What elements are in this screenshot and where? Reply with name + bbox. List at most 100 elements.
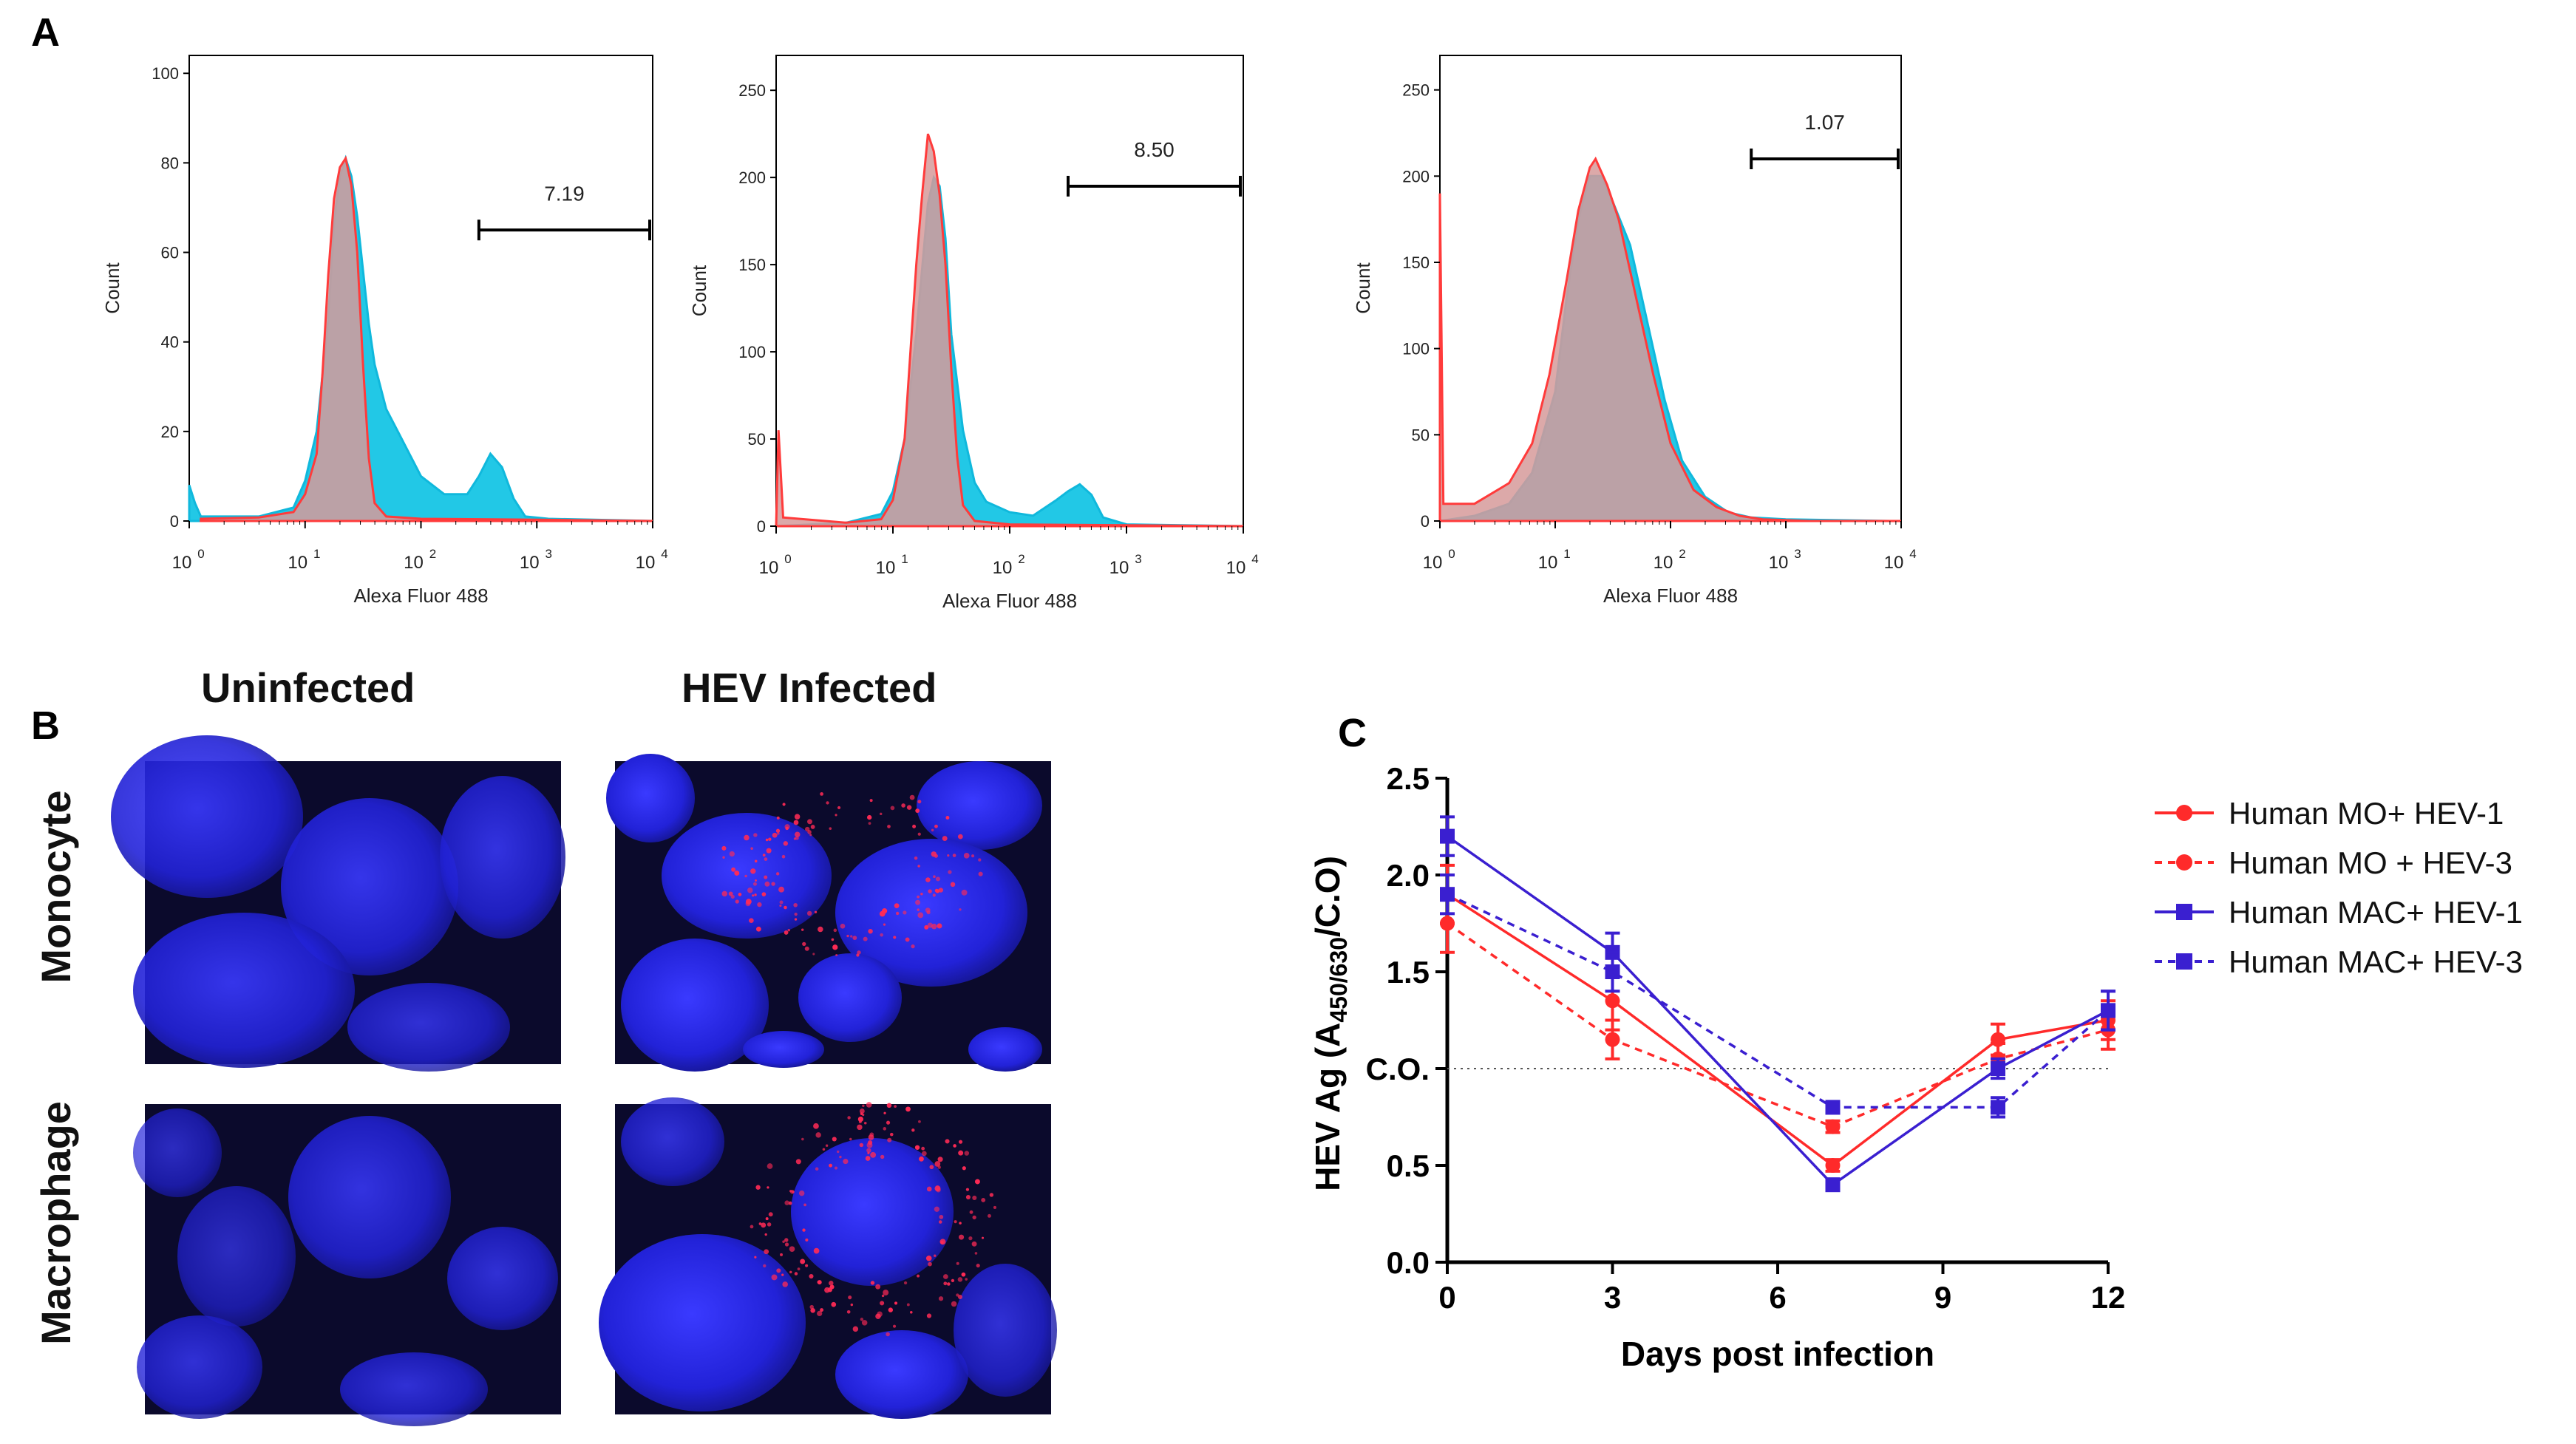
hev-dot (784, 905, 787, 910)
hev-dot (850, 935, 853, 938)
hev-dot (917, 800, 922, 804)
y-tick-label: 1.5 (1387, 955, 1430, 990)
hev-dot (895, 911, 900, 916)
x-tick-label: 10 (172, 553, 192, 573)
hev-dot (778, 886, 784, 893)
hev-dot (978, 871, 983, 876)
hev-dot (914, 856, 918, 860)
y-tick-label: 2.5 (1387, 761, 1430, 796)
hev-dot (721, 845, 727, 851)
x-tick-exponent: 4 (1251, 552, 1258, 566)
hev-dot (981, 1198, 986, 1202)
y-axis-label: HEV Ag (A450/630/C.O) (1308, 856, 1352, 1191)
hev-dot (764, 857, 768, 861)
x-tick-exponent: 1 (313, 547, 320, 561)
hev-dot (772, 832, 778, 838)
hev-dot (834, 1166, 838, 1170)
hev-dot (784, 1238, 789, 1242)
hev-dot (820, 792, 823, 796)
hev-dot (850, 1303, 854, 1307)
row-label-monocyte: Monocyte (33, 790, 79, 983)
chart-series (1440, 815, 2115, 1193)
hev-dot (921, 1151, 927, 1157)
series-4 (1440, 873, 2115, 1119)
hev-dot (911, 1128, 915, 1132)
hev-dot (771, 882, 775, 886)
hev-dot (981, 1236, 985, 1239)
hev-dot (852, 1326, 859, 1332)
hev-dot (965, 1278, 968, 1281)
hev-dot (938, 888, 944, 893)
micrograph-panel: Uninfected HEV Infected Monocyte Macroph… (33, 664, 1057, 1426)
hev-dot (806, 910, 812, 916)
hev-dot (822, 1148, 826, 1151)
col-label-hev-infected: HEV Infected (682, 664, 937, 711)
series-2 (1440, 893, 2115, 1134)
hev-dot (765, 1217, 769, 1221)
hev-dot (938, 1220, 942, 1224)
y-tick-label: 0.0 (1387, 1245, 1430, 1280)
x-tick-exponent: 3 (1794, 547, 1801, 561)
hev-dot (829, 1163, 832, 1168)
hev-dot (927, 922, 933, 928)
y-tick-label: 50 (748, 430, 766, 449)
y-tick-label: 0 (757, 517, 766, 536)
hev-dot (956, 1261, 959, 1265)
hev-dot (859, 1142, 864, 1148)
panel-label-c: C (1338, 711, 1367, 755)
x-tick-exponent: 4 (1909, 547, 1916, 561)
hev-dot (812, 953, 815, 956)
hev-dot (957, 1294, 962, 1299)
hev-dot (993, 1205, 996, 1209)
hev-dot (818, 926, 823, 933)
hev-dot (745, 901, 751, 907)
hev-dot (810, 825, 815, 829)
series-line (1446, 922, 2109, 1128)
histogram-frame (775, 55, 1244, 527)
hev-dot (793, 820, 799, 825)
y-tick-label: 150 (1402, 253, 1430, 272)
hev-dot (837, 806, 841, 810)
hev-dot (777, 832, 780, 835)
hev-dot (764, 1249, 769, 1255)
hev-dot (947, 854, 950, 857)
hev-dot (750, 847, 753, 850)
hev-dot (784, 1200, 789, 1205)
hev-dot (744, 834, 750, 841)
hev-dot (825, 1144, 829, 1147)
hev-dot (937, 923, 942, 929)
x-tick-exponent: 0 (197, 547, 204, 561)
hev-dot (779, 900, 784, 905)
legend-label: Human MO + HEV-3 (2229, 845, 2512, 880)
chart-legend: Human MO+ HEV-1 Human MO + HEV-3 Human MAC… (2155, 796, 2523, 979)
hev-dot (925, 1255, 932, 1261)
hev-dot (917, 865, 920, 868)
hev-dot (870, 1151, 877, 1158)
hev-dot (952, 854, 956, 857)
histogram-frame (188, 55, 653, 522)
hev-dot (768, 837, 772, 841)
micrograph-uninfected-macrophage (133, 1104, 561, 1426)
series-3 (1440, 815, 2115, 1193)
hev-dot (940, 1240, 944, 1244)
hev-dot (890, 806, 895, 811)
row-label-macrophage: Macrophage (33, 1101, 79, 1345)
hev-dot (750, 868, 756, 874)
hev-dot (827, 1287, 832, 1293)
hev-dot (974, 1252, 978, 1255)
hev-dot (968, 1236, 973, 1241)
hev-dot (835, 814, 837, 817)
y-tick-label: 250 (1402, 81, 1430, 100)
hev-dot (817, 1310, 823, 1317)
hev-dot (894, 1105, 897, 1108)
hev-dot (905, 937, 910, 942)
hev-dot (931, 851, 937, 857)
hev-dot (915, 808, 920, 813)
y-tick-label: 0 (170, 512, 179, 531)
hev-dot (903, 910, 907, 915)
hev-dot (747, 887, 753, 893)
hev-dot (875, 1284, 881, 1290)
hev-dot (801, 1137, 804, 1141)
series-line (1447, 893, 2109, 1168)
hev-dot (906, 1303, 910, 1307)
